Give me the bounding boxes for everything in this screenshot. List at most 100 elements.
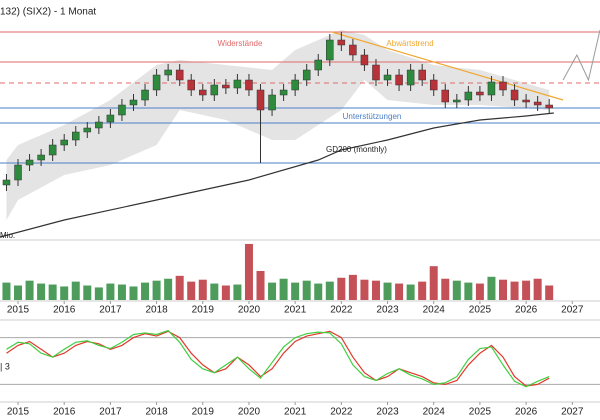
- x-tick-label: 2015: [7, 305, 30, 316]
- candle-body: [291, 79, 299, 91]
- volume-bar: [152, 280, 161, 300]
- candle-body: [395, 74, 403, 86]
- volume-bar: [487, 276, 496, 300]
- candle-body: [383, 74, 392, 81]
- volume-bar: [48, 284, 57, 300]
- volume-bar: [221, 285, 230, 300]
- x-tick-label: 2018: [145, 407, 168, 418]
- volume-bar: [164, 278, 173, 300]
- candle-body: [245, 79, 253, 91]
- trend-line: [331, 31, 564, 101]
- x-tick-label: 2023: [376, 407, 399, 418]
- volume-bar: [418, 281, 427, 300]
- candle-body: [441, 89, 450, 103]
- candle-body: [175, 69, 184, 81]
- volume-bar: [14, 285, 23, 300]
- candle-body: [406, 69, 415, 86]
- volume-bar: [37, 283, 46, 300]
- volume-bar: [117, 284, 126, 300]
- volume-bar: [545, 285, 554, 300]
- volume-bar: [141, 282, 150, 300]
- candle-body: [118, 104, 126, 116]
- candle-body: [199, 89, 207, 96]
- x-tick-label: 2027: [561, 407, 584, 418]
- x-tick-label: 2026: [515, 407, 538, 418]
- volume-bar: [94, 287, 103, 300]
- volume-bar: [233, 284, 242, 300]
- trend-label: Abwärtstrend: [386, 39, 433, 48]
- candle-body: [233, 79, 242, 89]
- candle-body: [314, 59, 322, 71]
- volume-bar: [83, 285, 92, 300]
- volume-bar: [510, 281, 519, 300]
- candle-body: [510, 89, 519, 101]
- candle-body: [14, 164, 22, 181]
- volume-bar: [279, 278, 288, 300]
- candle-body: [326, 39, 334, 61]
- candle-body: [37, 154, 45, 161]
- volume-bar: [348, 274, 357, 300]
- candle-body: [60, 139, 68, 146]
- x-tick-label: 2023: [376, 305, 399, 316]
- gd200-label: GD200 (monthly): [326, 145, 387, 154]
- candle-body: [141, 89, 149, 101]
- volume-bar: [475, 283, 484, 300]
- projection-line: [562, 29, 600, 82]
- candle-body: [222, 84, 230, 89]
- volume-bar: [371, 280, 380, 300]
- volume-bar: [533, 278, 542, 300]
- candle-body: [453, 99, 461, 103]
- candle-body: [152, 74, 161, 91]
- candle-body: [418, 69, 426, 81]
- candle-body: [25, 159, 34, 166]
- candle-body: [187, 79, 195, 91]
- x-tick-label: 2027: [561, 305, 584, 316]
- x-tick-label: 2016: [53, 305, 76, 316]
- candle-body: [164, 69, 172, 76]
- chart-title: 132) (SIX2) - 1 Monat: [0, 7, 96, 18]
- x-tick-label: 2022: [330, 305, 353, 316]
- resistance-label: Widerstände: [218, 39, 263, 48]
- volume-bar: [106, 283, 115, 300]
- oscillator-line: [6, 329, 550, 388]
- candle-body: [48, 144, 57, 156]
- volume-bar: [175, 275, 184, 300]
- x-tick-label: 2025: [469, 407, 492, 418]
- candle-body: [279, 89, 288, 96]
- candle-body: [545, 104, 553, 109]
- volume-bar: [198, 279, 207, 300]
- volume-bar: [499, 279, 508, 300]
- volume-bar: [441, 278, 450, 300]
- candle-body: [268, 94, 276, 111]
- volume-bar: [210, 283, 219, 300]
- volume-bar: [268, 282, 277, 300]
- volume-bar: [522, 280, 531, 300]
- candle-body: [429, 79, 438, 91]
- x-tick-label: 2025: [469, 305, 492, 316]
- volume-bar: [129, 286, 138, 300]
- candle-body: [256, 89, 265, 111]
- candle-body: [302, 69, 311, 81]
- volume-bar: [302, 280, 311, 300]
- volume-bar: [187, 281, 196, 300]
- volume-bar: [464, 282, 473, 300]
- volume-bar: [244, 243, 253, 300]
- support-label: Unterstützungen: [343, 112, 402, 121]
- candle-body: [106, 114, 115, 123]
- oscillator-label: | 3: [0, 361, 10, 371]
- volume-label: Mio.: [0, 231, 15, 240]
- candle-body: [129, 99, 138, 106]
- volume-bar: [256, 271, 265, 300]
- volume-bar: [2, 282, 11, 300]
- x-tick-label: 2016: [53, 407, 76, 418]
- candle-body: [464, 91, 473, 101]
- volume-bar: [71, 281, 80, 300]
- x-tick-label: 2021: [284, 407, 307, 418]
- volume-bar: [395, 283, 404, 300]
- volume-bar: [291, 282, 300, 300]
- candle-body: [372, 64, 380, 81]
- x-tick-label: 2026: [515, 305, 538, 316]
- x-tick-label: 2020: [238, 305, 261, 316]
- candle-body: [95, 121, 103, 129]
